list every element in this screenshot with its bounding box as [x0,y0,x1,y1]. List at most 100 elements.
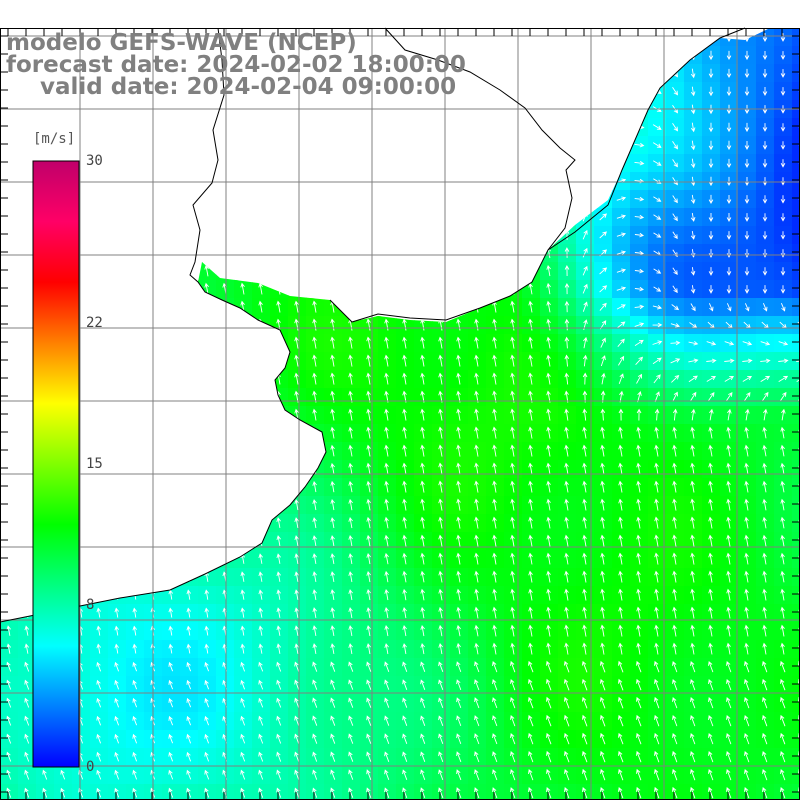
wind-arrow [438,570,443,583]
wind-arrow [708,733,714,745]
wind-arrow [671,304,680,311]
wind-arrow [456,552,461,565]
wind-arrow [294,733,300,744]
wind-arrow [762,87,768,96]
wind-arrow [690,158,696,169]
wind-arrow [672,213,678,222]
wind-arrow [636,732,642,745]
wind-arrow [690,444,695,457]
wind-arrow [780,642,785,655]
wind-arrow [474,642,479,655]
wind-arrow [634,286,645,292]
wind-arrow [258,661,264,672]
wind-cell [342,784,361,800]
wind-arrow [420,336,425,349]
wind-arrow [744,141,750,150]
wind-arrow [600,642,605,655]
wind-arrow [690,267,696,276]
wind-arrow [762,642,767,655]
wind-arrow [672,534,677,547]
wind-arrow [258,787,264,798]
wind-arrow [652,124,662,130]
wind-arrow [672,498,677,511]
wind-arrow [546,570,551,583]
wind-arrow [258,589,264,600]
wind-arrow [762,285,768,294]
wind-arrow [474,498,479,511]
wind-arrow [708,642,713,655]
wind-arrow [672,391,678,402]
wind-arrow [132,697,138,708]
wind-arrow [330,535,335,547]
wind-arrow [708,769,714,781]
wind-arrow [312,733,318,744]
wind-arrow [690,534,695,547]
wind-arrow [114,643,120,654]
wind-arrow [438,588,443,601]
wind-arrow [6,643,12,654]
wind-arrow [204,643,210,654]
wind-arrow [726,661,732,673]
wind-arrow [744,624,749,637]
wind-arrow [708,552,713,565]
wind-arrow [258,553,263,564]
wind-arrow [330,480,335,493]
wind-arrow [600,606,605,619]
wind-cell [540,784,559,800]
wind-arrow [402,787,408,799]
wind-arrow [708,213,714,222]
wind-arrow [744,68,750,79]
wind-arrow [330,517,335,529]
wind-arrow [654,444,659,457]
wind-arrow [599,231,607,239]
wind-arrow [384,552,389,565]
wind-arrow [726,498,731,511]
wind-arrow [670,323,680,328]
wind-arrow [312,553,317,564]
wind-arrow [348,354,353,367]
wind-arrow [24,715,30,726]
wind-arrow [348,715,354,726]
wind-arrow [762,267,768,276]
wind-arrow [688,358,699,363]
wind-arrow [653,178,662,184]
wind-arrow [42,787,48,798]
wind-arrow [330,589,335,600]
wind-arrow [652,160,662,166]
wind-arrow [204,751,210,762]
wind-arrow [780,33,786,42]
wind-arrow [6,697,12,708]
wind-arrow [654,552,659,565]
wind-cell [792,406,800,425]
wind-arrow [42,769,48,780]
wind-arrow [312,787,318,798]
wind-arrow [582,588,587,601]
wind-arrow [96,625,102,636]
wind-arrow [600,516,605,529]
wind-arrow [618,660,624,673]
wind-arrow [726,213,732,222]
wind-arrow [600,768,606,781]
wind-arrow [456,354,461,367]
wind-arrow [366,643,371,655]
wind-arrow [601,372,606,385]
wind-arrow [456,715,462,727]
wind-arrow [528,570,533,583]
wind-arrow [492,408,497,421]
wind-arrow [654,624,659,637]
wind-arrow [492,787,498,799]
wind-arrow [24,751,30,762]
wind-arrow [402,588,407,601]
wind-arrow [438,661,444,672]
wind-arrow [24,769,30,780]
wind-arrow [581,678,588,691]
wind-arrow [240,733,246,744]
wind-arrow [600,552,605,565]
wind-arrow [744,552,749,565]
wind-arrow [744,498,749,511]
wind-arrow [186,679,192,690]
wind-arrow [780,480,785,493]
wind-arrow [456,642,461,655]
wind-arrow [204,733,210,744]
wind-arrow [366,534,371,547]
